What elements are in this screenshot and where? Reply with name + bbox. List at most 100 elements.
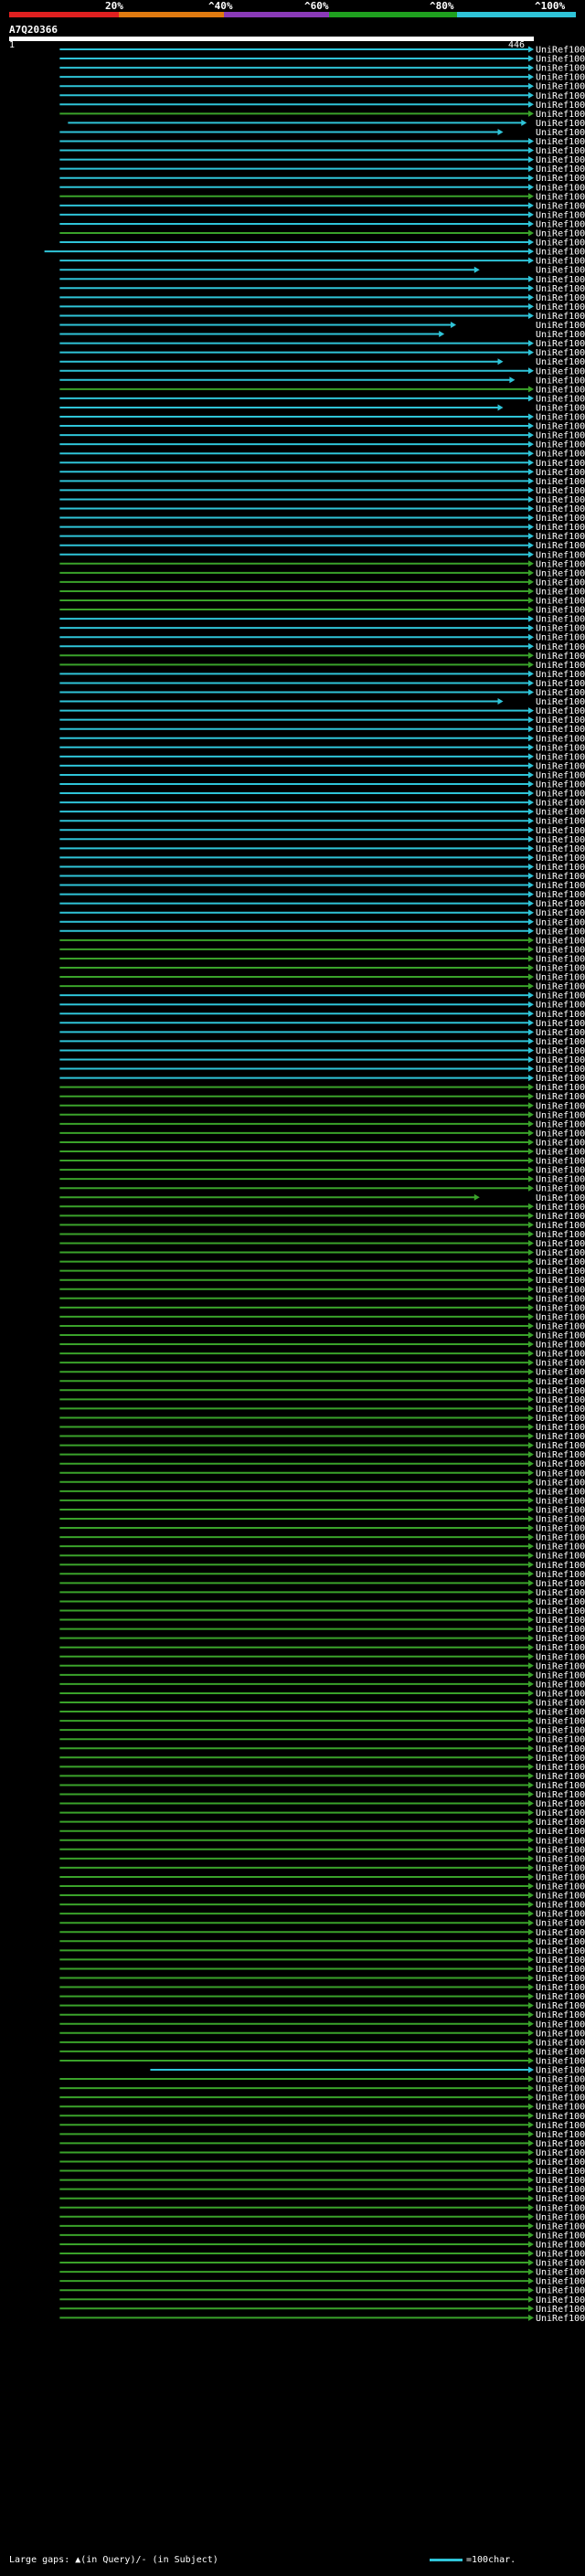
hit-label[interactable]: UniRef100_B5M6E4 (536, 1450, 585, 1460)
hit-label[interactable]: UniRef100_B3LEE9 (536, 1055, 585, 1065)
hit-label[interactable]: UniRef100_Q93VP3 (536, 1028, 585, 1038)
hit-label[interactable]: UniRef100_C6ZH53 (536, 532, 585, 542)
hit-label[interactable]: UniRef100_C5GSW4 (536, 1119, 585, 1129)
hit-label[interactable]: UniRef100_C6HE56 (536, 954, 585, 964)
hit-label[interactable]: UniRef100_Q6FLR2 (536, 1487, 585, 1497)
hit-label[interactable]: UniRef100_B7FMA6 (536, 257, 585, 267)
hit-label[interactable]: UniRef100_A7TN26 (536, 1570, 585, 1580)
hit-label[interactable]: UniRef100_P53333 (536, 284, 585, 294)
hit-label[interactable]: UniRef100_A5DAL7 (536, 119, 585, 129)
hit-label[interactable]: UniRef100_B8KCY4 (536, 688, 585, 698)
hit-label[interactable]: UniRef100_B0D7V4 (536, 1717, 585, 1727)
hit-label[interactable]: UniRef100_Q6S021 (536, 174, 585, 184)
hit-label[interactable]: UniRef100_A1CR02 (536, 422, 585, 432)
hit-label[interactable]: UniRef100_C5DVN6 (536, 1285, 585, 1295)
hit-label[interactable]: UniRef100_B6K1S7 (536, 2259, 585, 2269)
hit-label[interactable]: UniRef100_P56336 (536, 164, 585, 175)
hit-label[interactable]: UniRef100_A6G8B3 (536, 1221, 585, 1231)
hit-label[interactable]: UniRef100_C1FD63 (536, 64, 585, 74)
hit-label[interactable]: UniRef100_B6B833 (536, 110, 585, 120)
hit-label[interactable]: UniRef100_B4LCY6 (536, 1542, 585, 1553)
hit-label[interactable]: UniRef100_Q6N089 (536, 1680, 585, 1690)
hit-label[interactable]: UniRef100_P26564 (536, 587, 585, 597)
hit-label[interactable]: UniRef100_C5Q6K0 (536, 1588, 585, 1598)
hit-label[interactable]: UniRef100_C7ZF44 (536, 633, 585, 643)
hit-label[interactable]: UniRef100_C9KU58 (536, 2286, 585, 2296)
hit-label[interactable]: UniRef100_C4R5C4 (536, 1294, 585, 1304)
hit-label[interactable]: UniRef100_B6GK00 (536, 1561, 585, 1571)
hit-label[interactable]: UniRef100_B7FHH0 (536, 652, 585, 662)
hit-label[interactable]: UniRef100_B5L595 (536, 1854, 585, 1864)
hit-label[interactable]: UniRef100_A9T3D3 (536, 863, 585, 873)
hit-label[interactable]: UniRef100_Q9QRL5 (536, 219, 585, 229)
hit-label[interactable]: UniRef100_B9FSL2 (536, 973, 585, 983)
hit-label[interactable]: UniRef100_B4FDE1 (536, 73, 585, 83)
hit-label[interactable]: UniRef100_B4J2E2 (536, 1478, 585, 1488)
hit-label[interactable]: UniRef100_C4R2T1 (536, 1065, 585, 1075)
hit-label[interactable]: UniRef100_B3TLR4 (536, 790, 585, 800)
hit-label[interactable]: UniRef100_Q3ZDK5 (536, 1037, 585, 1047)
hit-label[interactable]: UniRef100_Q43F77 (536, 1763, 585, 1773)
hit-label[interactable]: UniRef100_UPI000... (536, 2084, 585, 2094)
hit-label[interactable]: UniRef100_Q3ZDK0 (536, 964, 585, 974)
hit-label[interactable]: UniRef100_A9PB16 (536, 440, 585, 451)
hit-label[interactable]: UniRef100_UPI000... (536, 1901, 585, 1911)
hit-label[interactable]: UniRef100_B8N3H7 (536, 1148, 585, 1158)
hit-label[interactable]: UniRef100_UPI000... (536, 2038, 585, 2048)
hit-label[interactable]: UniRef100_A4QWF0 (536, 1184, 585, 1194)
hit-label[interactable]: UniRef100_Q6PNU3 (536, 2185, 585, 2195)
hit-label[interactable]: UniRef100_Q9MSP9 (536, 624, 585, 634)
hit-label[interactable]: UniRef100_P53638 (536, 339, 585, 349)
hit-label[interactable]: UniRef100_UPI000... (536, 1754, 585, 1764)
hit-label[interactable]: UniRef100_Q0VQ05 (536, 201, 585, 211)
hit-label[interactable]: UniRef100_Q5CYH7 (536, 1974, 585, 1984)
hit-label[interactable]: UniRef100_Q5AHT0 (536, 1661, 585, 1671)
hit-label[interactable]: UniRef100_Q7P9P0 (536, 1735, 585, 1745)
hit-label[interactable]: UniRef100_P63241 (536, 1808, 585, 1818)
hit-label[interactable]: UniRef100_Q6CZS7 (536, 1937, 585, 1947)
hit-label[interactable]: UniRef100_B4QBI3 (536, 2103, 585, 2113)
hit-label[interactable]: UniRef100_A6YGE9 (536, 275, 585, 285)
hit-label[interactable]: UniRef100_Q7ZX03 (536, 2212, 585, 2222)
hit-label[interactable]: UniRef100_UPI000... (536, 1965, 585, 1975)
hit-label[interactable]: UniRef100_Q6DK71 (536, 2094, 585, 2104)
hit-label[interactable]: UniRef100_P62924 (536, 1597, 585, 1607)
hit-label[interactable]: UniRef100_A0EI43 (536, 1634, 585, 1644)
hit-label[interactable]: UniRef100_C4Y5D4 (536, 1359, 585, 1369)
hit-label[interactable]: UniRef100_Q58416 (536, 770, 585, 780)
hit-label[interactable]: UniRef100_Q10CJ3 (536, 1019, 585, 1029)
hit-label[interactable]: UniRef100_Q753F8 (536, 1386, 585, 1396)
hit-label[interactable]: UniRef100_A6RR01 (536, 1350, 585, 1360)
hit-label[interactable]: UniRef100_Q81603 (536, 1166, 585, 1176)
hit-label[interactable]: UniRef100_Q9QK10 (536, 1441, 585, 1451)
hit-label[interactable]: UniRef100_Q71F46 (536, 486, 585, 496)
hit-label[interactable]: UniRef100_C1N177 (536, 55, 585, 65)
hit-label[interactable]: UniRef100_P56335 (536, 128, 585, 138)
hit-label[interactable]: UniRef100_Q5YJR7 (536, 734, 585, 744)
hit-label[interactable]: UniRef100_B9FCC0 (536, 2167, 585, 2177)
hit-label[interactable]: UniRef100_B4MT77 (536, 2231, 585, 2241)
hit-label[interactable]: UniRef100_C1BFC0 (536, 2295, 585, 2306)
hit-label[interactable]: UniRef100_A3DBM0 (536, 1625, 585, 1635)
hit-label[interactable]: UniRef100_C7ZPM2 (536, 450, 585, 460)
hit-label[interactable]: UniRef100_B4J2P0 (536, 1552, 585, 1562)
hit-label[interactable]: UniRef100_C6GVE0 (536, 541, 585, 551)
hit-label[interactable]: UniRef100_B3RE05 (536, 2157, 585, 2168)
hit-label[interactable]: UniRef100_Q0LEE4 (536, 761, 585, 771)
hit-label[interactable]: UniRef100_A5B6V5 (536, 568, 585, 578)
hit-label[interactable]: UniRef100_C1BMM4 (536, 1312, 585, 1322)
hit-label[interactable]: UniRef100_Q6ZR03 (536, 1872, 585, 1882)
hit-label[interactable]: UniRef100_A6W711 (536, 330, 585, 340)
hit-label[interactable]: UniRef100_A9NNB5 (536, 899, 585, 909)
hit-label[interactable]: UniRef100_Q3ZDK6 (536, 799, 585, 809)
hit-label[interactable]: UniRef100_Q9FI10 (536, 413, 585, 423)
hit-label[interactable]: UniRef100_A9PBH3 (536, 302, 585, 313)
hit-label[interactable]: UniRef100_C4HJ97 (536, 1193, 585, 1203)
hit-label[interactable]: UniRef100_P63241-2 (536, 1892, 585, 1902)
hit-label[interactable]: UniRef100_B0DY94 (536, 1790, 585, 1800)
hit-label[interactable]: UniRef100_Q3BX20 (536, 1726, 585, 1736)
hit-label[interactable]: UniRef100_B4MQR5 (536, 2112, 585, 2122)
hit-label[interactable]: UniRef100_A9P8D0 (536, 357, 585, 367)
hit-label[interactable]: UniRef100_Q9WUJ4 (536, 752, 585, 762)
hit-label[interactable]: UniRef100_A3BLU3 (536, 927, 585, 937)
